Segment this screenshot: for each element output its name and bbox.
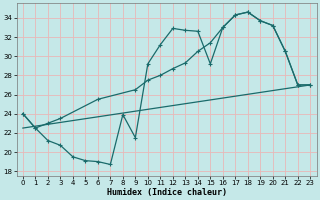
X-axis label: Humidex (Indice chaleur): Humidex (Indice chaleur): [107, 188, 227, 197]
